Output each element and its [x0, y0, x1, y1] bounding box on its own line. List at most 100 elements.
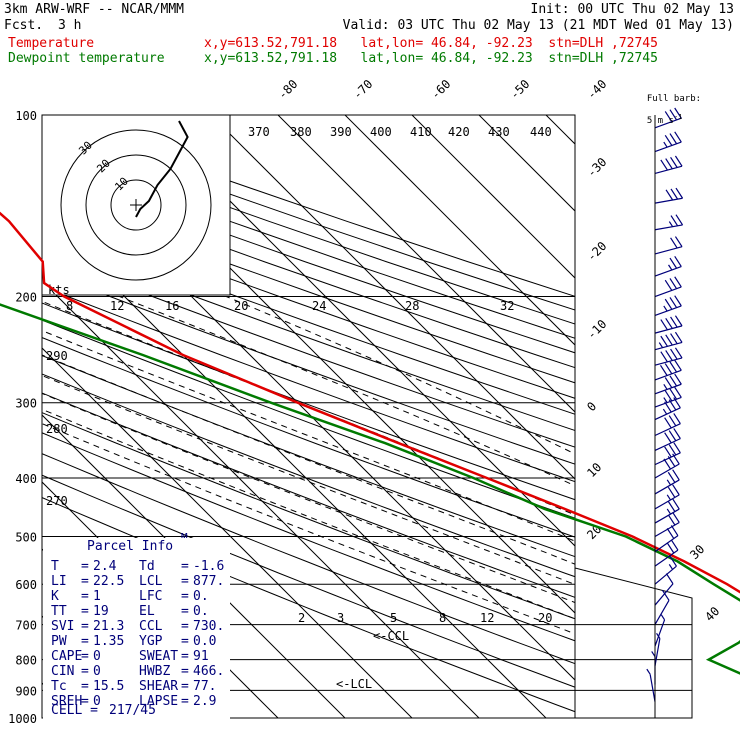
wind-barb	[654, 359, 682, 381]
wind-barb-feather	[666, 528, 675, 539]
dry-adiabat-line	[42, 337, 575, 538]
wind-barb-feather	[669, 297, 678, 308]
temperature-legend-label: Temperature	[8, 36, 95, 51]
hodo-ring	[110, 179, 162, 231]
dry-adiabat-line	[42, 208, 575, 399]
wind-barb-feather	[674, 359, 682, 371]
wind-barb	[654, 498, 680, 524]
wind-barb	[654, 315, 683, 334]
pressure-tick-label: 700	[15, 619, 37, 633]
parcel-eq: =	[181, 574, 189, 589]
wind-barb-shaft	[654, 600, 670, 625]
parcel-label: LFC	[139, 589, 163, 604]
wind-barb-feather	[670, 215, 679, 227]
parcel-eq: =	[181, 679, 189, 694]
parcel-label: Td	[139, 559, 155, 574]
theta-label: 430	[488, 125, 510, 139]
pressure-tick-label: 200	[15, 291, 37, 305]
wind-barb	[654, 511, 680, 537]
isotherm-top-label: -60	[428, 77, 453, 102]
parcel-value: 730.	[193, 619, 225, 634]
wind-barb-shaft	[654, 383, 682, 395]
dry-adiabat-line	[42, 319, 575, 519]
parcel-value: 466.	[193, 664, 225, 679]
isotherm-right-label: -20	[584, 239, 609, 264]
wind-barb-feather	[659, 364, 668, 376]
hodo-speed-label: 24	[312, 299, 326, 313]
moist-adiabat-line	[226, 296, 575, 455]
parcel-cell-value: 217/45	[109, 703, 156, 718]
parcel-value: 877.	[193, 574, 225, 589]
moist-adiabat-line	[42, 354, 575, 565]
dewpoint-location: x,y=613.52,791.18 lat,lon= 46.84, -92.23…	[204, 51, 658, 66]
parcel-info-title: Parcel Info	[87, 539, 174, 554]
wind-barb-feather	[664, 134, 673, 146]
wind-barb-feather	[674, 256, 682, 267]
wind-barb	[654, 347, 683, 366]
wind-barb	[654, 469, 680, 495]
wind-barb-feather	[667, 471, 676, 483]
wind-barb-feather	[669, 361, 678, 373]
parcel-label: Tc	[51, 679, 67, 694]
wind-barb-feather	[674, 131, 682, 143]
isotherm-top-label: -80	[275, 77, 300, 102]
wind-barb-feather	[669, 133, 678, 145]
wind-barb	[654, 633, 661, 667]
wind-barb-feather	[665, 573, 674, 585]
wind-barb-feather	[673, 397, 681, 409]
parcel-eq: =	[81, 694, 89, 709]
pressure-tick-label: 800	[15, 654, 37, 668]
parcel-label: HWBZ	[139, 664, 171, 679]
wind-barb-feather	[670, 156, 678, 168]
wind-barb	[654, 484, 680, 510]
isotherm-line	[0, 115, 23, 731]
wind-barb-feather	[670, 316, 678, 328]
wind-barb-feather	[668, 221, 674, 227]
wind-barb-feather	[664, 111, 673, 122]
wind-barb-feather	[669, 278, 678, 289]
parcel-label: SVI	[51, 619, 75, 634]
pressure-tick-label: 100	[15, 109, 37, 123]
parcel-label: PW	[51, 634, 67, 649]
wind-barb-feather	[665, 189, 674, 201]
wind-barb-shaft	[654, 265, 682, 277]
barb-key-line1: Full barb:	[646, 94, 702, 104]
isotherm-right-label: 30	[687, 542, 707, 562]
parcel-label: LI	[51, 574, 67, 589]
pressure-tick-label: 1000	[8, 712, 37, 726]
parcel-value: 0.	[193, 604, 209, 619]
dry-adiabat-line	[42, 392, 575, 598]
dry-adiabat-line	[42, 453, 575, 665]
wind-barb-feather	[674, 276, 682, 288]
isotherm-line	[344, 115, 575, 346]
wind-barb-shaft	[654, 494, 680, 510]
wind-barb-shaft	[654, 521, 680, 537]
parcel-value: 2.4	[93, 559, 117, 574]
dewpoint-profile	[0, 303, 740, 675]
parcel-eq: =	[81, 589, 89, 604]
dry-adiabat-line	[42, 179, 575, 369]
isotherm-line	[478, 115, 575, 212]
wind-barb-feather	[660, 335, 668, 347]
parcel-cell-label: CELL =	[51, 703, 98, 718]
dry-adiabat-line	[42, 253, 575, 448]
isotherm-line	[42, 347, 413, 718]
wind-barb-feather	[672, 453, 680, 465]
wind-barb-feather	[664, 279, 673, 291]
hodo-speed-label: 8	[66, 299, 73, 313]
parcel-eq: =	[81, 604, 89, 619]
wind-barb-feather	[670, 333, 678, 345]
wind-barb-shaft	[654, 423, 681, 437]
parcel-value: 0	[93, 649, 101, 664]
wind-barb-feather	[664, 417, 672, 429]
wind-barb-feather	[666, 479, 672, 486]
wind-barb	[654, 236, 683, 255]
wind-barb-feather	[661, 589, 670, 601]
parcel-label: LAPSE	[139, 694, 179, 709]
wind-barb-feather	[670, 348, 678, 360]
wind-barb-shaft	[654, 165, 683, 175]
wind-barb-feather	[673, 442, 681, 454]
wind-barb	[646, 668, 656, 702]
wind-barb-feather	[663, 397, 668, 403]
wind-barb-feather	[667, 514, 676, 526]
